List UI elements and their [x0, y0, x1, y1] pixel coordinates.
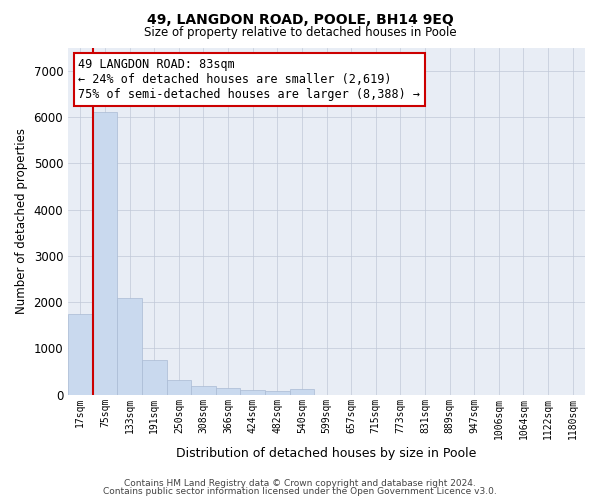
Bar [191, 386, 216, 395]
Text: 49, LANGDON ROAD, POOLE, BH14 9EQ: 49, LANGDON ROAD, POOLE, BH14 9EQ [146, 12, 454, 26]
Bar [142, 360, 167, 395]
Y-axis label: Number of detached properties: Number of detached properties [15, 128, 28, 314]
Bar [265, 392, 290, 395]
Bar [241, 390, 265, 395]
Bar [68, 314, 92, 395]
Bar [167, 380, 191, 395]
Text: 49 LANGDON ROAD: 83sqm
← 24% of detached houses are smaller (2,619)
75% of semi-: 49 LANGDON ROAD: 83sqm ← 24% of detached… [79, 58, 421, 101]
Bar [117, 298, 142, 395]
Text: Size of property relative to detached houses in Poole: Size of property relative to detached ho… [143, 26, 457, 39]
Text: Contains HM Land Registry data © Crown copyright and database right 2024.: Contains HM Land Registry data © Crown c… [124, 478, 476, 488]
X-axis label: Distribution of detached houses by size in Poole: Distribution of detached houses by size … [176, 447, 477, 460]
Bar [290, 389, 314, 395]
Bar [92, 112, 117, 395]
Text: Contains public sector information licensed under the Open Government Licence v3: Contains public sector information licen… [103, 487, 497, 496]
Bar [216, 388, 241, 395]
